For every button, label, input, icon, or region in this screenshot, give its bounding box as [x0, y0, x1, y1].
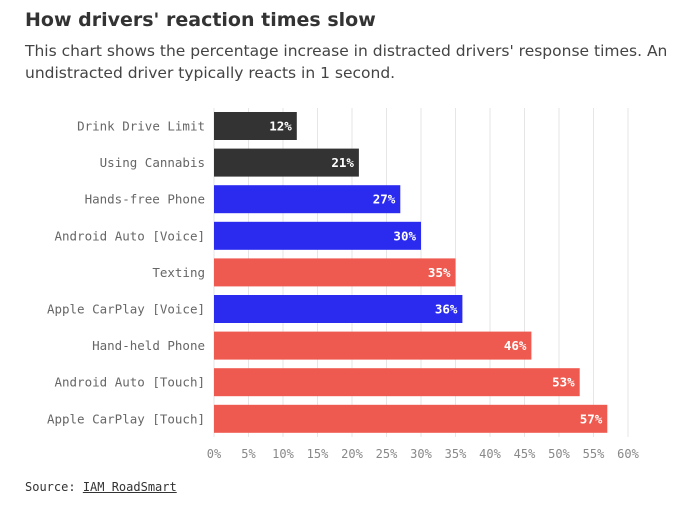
x-tick-label: 25%: [376, 447, 398, 461]
category-label: Texting: [152, 265, 205, 280]
category-label: Android Auto [Touch]: [54, 375, 205, 390]
x-tick-label: 10%: [272, 447, 294, 461]
data-label: 53%: [552, 375, 575, 390]
data-label: 30%: [393, 228, 416, 243]
bar: [214, 185, 401, 214]
source-link[interactable]: IAM RoadSmart: [82, 480, 177, 494]
bar: [214, 295, 463, 323]
source-note: Source: IAM RoadSmart: [25, 480, 177, 494]
category-label: Apple CarPlay [Voice]: [47, 302, 205, 317]
category-label: Apple CarPlay [Touch]: [47, 411, 205, 426]
bar: [214, 112, 297, 140]
bar: [214, 368, 580, 397]
data-label: 57%: [580, 411, 603, 426]
data-label: 27%: [373, 192, 396, 207]
x-tick-label: 60%: [617, 447, 639, 461]
category-label: Android Auto [Voice]: [54, 228, 205, 243]
x-tick-label: 45%: [514, 447, 536, 461]
x-tick-label: 50%: [548, 447, 570, 461]
x-tick-label: 20%: [341, 447, 363, 461]
x-tick-label: 5%: [241, 447, 256, 461]
x-tick-label: 0%: [207, 447, 222, 461]
category-label: Hands-free Phone: [85, 192, 205, 207]
x-tick-label: 30%: [410, 447, 432, 461]
data-label: 36%: [435, 302, 458, 317]
data-label: 35%: [428, 265, 451, 280]
chart-subtitle: This chart shows the percentage increase…: [25, 42, 668, 82]
category-label: Hand-held Phone: [92, 338, 205, 353]
data-label: 21%: [331, 155, 354, 170]
x-tick-label: 35%: [445, 447, 467, 461]
x-tick-label: 40%: [479, 447, 501, 461]
source-label: Source:: [25, 480, 76, 494]
bar: [214, 404, 608, 433]
category-label: Drink Drive Limit: [77, 119, 205, 134]
chart-title: How drivers' reaction times slow: [25, 9, 376, 31]
bar: [214, 148, 359, 177]
bar: [214, 331, 532, 360]
x-tick-label: 15%: [307, 447, 329, 461]
data-label: 46%: [504, 338, 527, 353]
bar-chart: 0% 5% 10% 15% 20% 25% 30% 35% 40% 45% 50% 55% 60% Dri…: [47, 108, 640, 461]
category-label: Using Cannabis: [100, 155, 205, 170]
bar: [214, 258, 456, 287]
x-tick-label: 55%: [583, 447, 605, 461]
bar: [214, 221, 421, 250]
data-label: 12%: [269, 119, 292, 134]
